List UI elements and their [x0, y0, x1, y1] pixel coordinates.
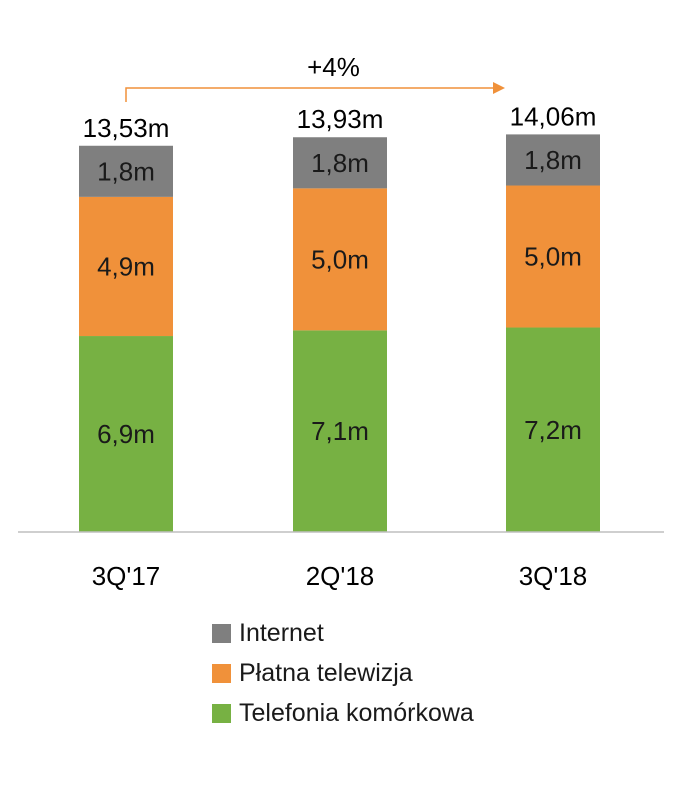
growth-arrow — [125, 87, 493, 102]
segment-label-internet-2q-18: 1,8m — [311, 148, 369, 178]
segment-label-telefonia-kom-rkowa-2q-18: 7,1m — [311, 416, 369, 446]
bar-segment-p-atna-telewizja-2q-18 — [293, 188, 387, 331]
legend-swatch-mobile — [212, 703, 231, 723]
segment-label-p-atna-telewizja-3q-18: 5,0m — [524, 242, 582, 272]
bar-segment-telefonia-kom-rkowa-2q-18 — [293, 330, 387, 532]
legend-item-pay-tv: Płatna telewizja — [212, 653, 474, 693]
total-label-2q-18: 13,93m — [297, 104, 384, 134]
segment-label-p-atna-telewizja-3q-17: 4,9m — [97, 251, 155, 281]
bar-segment-telefonia-kom-rkowa-3q-17 — [79, 336, 173, 532]
stacked-bar-chart: 6,9m 4,9m 1,8m 13,53m 7,1m 5,0m 1,8m 13,93m 7,2m… — [18, 52, 664, 591]
legend-swatch-internet — [212, 623, 231, 643]
category-labels: 3Q'17 2Q'18 3Q'18 — [92, 561, 588, 591]
category-label-3q-17: 3Q'17 — [92, 561, 161, 591]
legend-swatch-pay-tv — [212, 663, 231, 683]
bar-segment-internet-2q-18 — [293, 137, 387, 189]
bar-segment-p-atna-telewizja-3q-17 — [79, 196, 173, 337]
total-label-3q-17: 13,53m — [83, 113, 170, 143]
legend-label-pay-tv: Płatna telewizja — [239, 658, 413, 687]
segment-label-p-atna-telewizja-2q-18: 5,0m — [311, 244, 369, 274]
bar-segment-telefonia-kom-rkowa-3q-18 — [506, 327, 600, 532]
category-label-3q-18: 3Q'18 — [519, 561, 588, 591]
segment-label-internet-3q-17: 1,8m — [97, 156, 155, 186]
growth-arrowhead — [493, 82, 505, 94]
segment-label-telefonia-kom-rkowa-3q-18: 7,2m — [524, 415, 582, 445]
legend-label-internet: Internet — [239, 618, 324, 647]
category-label-2q-18: 2Q'18 — [306, 561, 375, 591]
segment-label-internet-3q-18: 1,8m — [524, 145, 582, 175]
legend-label-mobile: Telefonia komórkowa — [239, 698, 474, 727]
bar-segment-internet-3q-17 — [79, 145, 173, 197]
total-label-3q-18: 14,06m — [510, 101, 597, 131]
growth-label: +4% — [307, 52, 360, 82]
bars-group: 6,9m 4,9m 1,8m 13,53m 7,1m 5,0m 1,8m 13,93m 7,2m… — [79, 101, 600, 532]
legend-item-mobile: Telefonia komórkowa — [212, 693, 474, 733]
segment-label-telefonia-kom-rkowa-3q-17: 6,9m — [97, 419, 155, 449]
legend-item-internet: Internet — [212, 613, 474, 653]
legend: Internet Płatna telewizja Telefonia komó… — [212, 613, 474, 733]
growth-annotation: +4% — [125, 52, 505, 102]
bar-segment-p-atna-telewizja-3q-18 — [506, 185, 600, 328]
bar-segment-internet-3q-18 — [506, 134, 600, 186]
